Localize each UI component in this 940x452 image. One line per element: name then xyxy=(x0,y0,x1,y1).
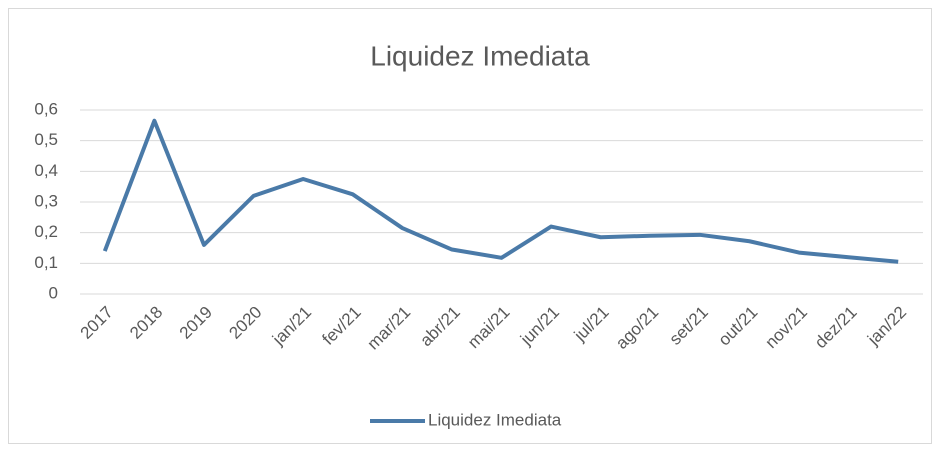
y-tick-label: 0,4 xyxy=(34,161,58,180)
y-tick-label: 0,3 xyxy=(34,191,58,210)
legend-label: Liquidez Imediata xyxy=(428,410,562,429)
chart-border xyxy=(8,8,932,444)
y-tick-label: 0,6 xyxy=(34,99,58,118)
y-tick-label: 0,1 xyxy=(34,253,58,272)
line-series xyxy=(102,118,899,264)
y-tick-label: 0,5 xyxy=(34,130,58,149)
y-tick-label: 0 xyxy=(49,283,58,302)
chart-title: Liquidez Imediata xyxy=(370,40,590,71)
y-tick-label: 0,2 xyxy=(34,222,58,241)
